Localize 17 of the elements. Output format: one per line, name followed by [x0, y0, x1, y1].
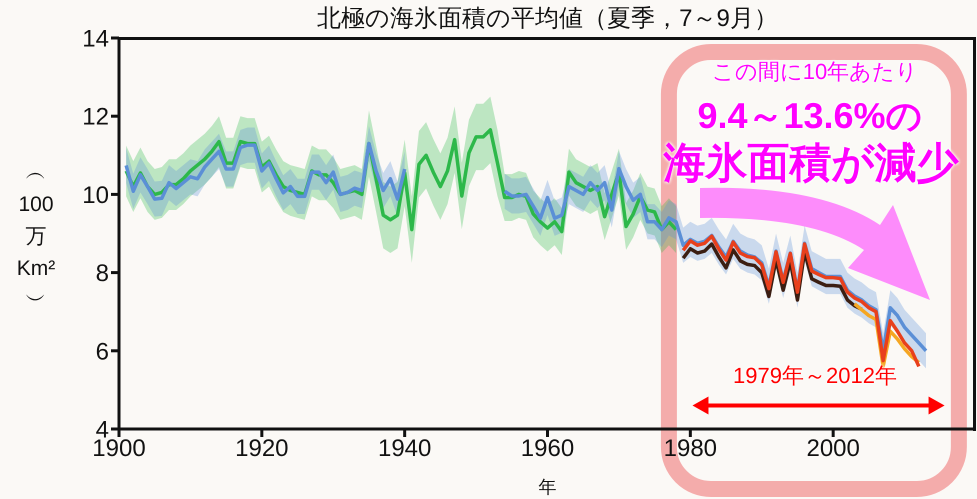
- annotation: この間に10年あたり: [710, 59, 920, 84]
- y-tick-label: 12: [82, 104, 109, 131]
- y-axis-title: ︵100万Km²︶: [16, 161, 56, 312]
- annotation: 1979年～2012年: [732, 363, 898, 388]
- x-tick-label: 1980: [664, 435, 718, 462]
- x-axis-title: 年: [538, 477, 556, 497]
- x-tick-label: 1960: [520, 435, 574, 462]
- x-tick-label: 2000: [806, 435, 860, 462]
- annotation: 9.4～13.6%の: [696, 95, 924, 136]
- y-tick-label: 8: [96, 260, 109, 288]
- y-tick-label: 6: [96, 338, 109, 366]
- chart-title: 北極の海氷面積の平均値（夏季，7～9月）: [316, 4, 779, 34]
- x-tick-label: 1940: [378, 435, 432, 462]
- y-tick-label: 10: [82, 182, 109, 209]
- x-tick-label: 1920: [235, 435, 289, 462]
- y-tick-label: 14: [82, 26, 109, 53]
- annotation: 海氷面積が減少: [662, 139, 960, 186]
